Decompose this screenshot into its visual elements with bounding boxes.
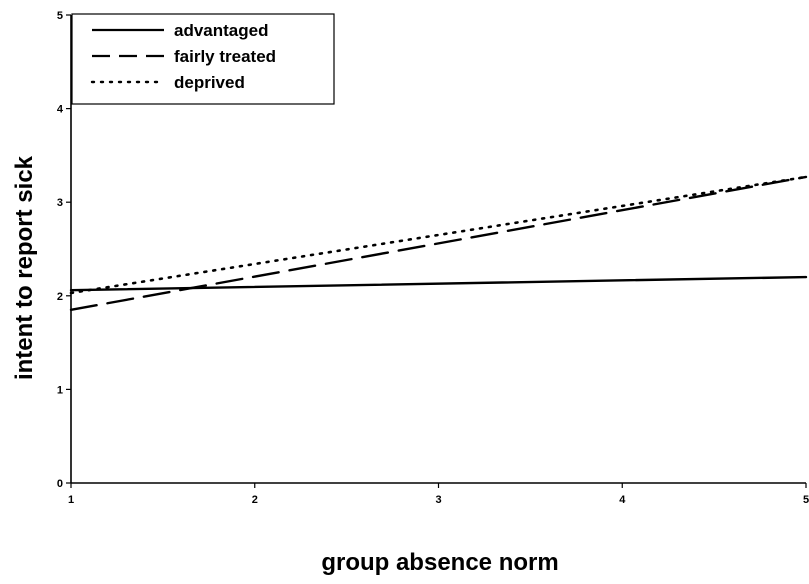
y-tick-label: 3 — [57, 197, 63, 209]
x-axis-label: group absence norm — [321, 549, 558, 576]
y-axis-label: intent to report sick — [11, 155, 38, 380]
x-tick-label: 1 — [68, 494, 74, 506]
series-line-advantaged — [69, 275, 808, 292]
x-tick-label: 4 — [619, 494, 626, 506]
series-line-deprived — [69, 175, 808, 295]
y-tick-label: 1 — [57, 384, 63, 396]
y-tick-label: 0 — [57, 478, 63, 490]
y-tick-label: 4 — [57, 104, 64, 116]
legend: advantaged fairly treated deprived — [71, 13, 335, 105]
x-tick-label: 2 — [252, 494, 258, 506]
legend-label-fairly-treated: fairly treated — [174, 47, 276, 66]
y-tick-label: 5 — [57, 10, 63, 22]
y-tick-label: 2 — [57, 291, 63, 303]
legend-label-advantaged: advantaged — [174, 21, 268, 40]
series-line-fairly-treated — [69, 175, 808, 312]
series-layer — [69, 175, 808, 312]
x-tick-label: 3 — [435, 494, 441, 506]
x-tick-label: 5 — [803, 494, 809, 506]
legend-label-deprived: deprived — [174, 73, 245, 92]
